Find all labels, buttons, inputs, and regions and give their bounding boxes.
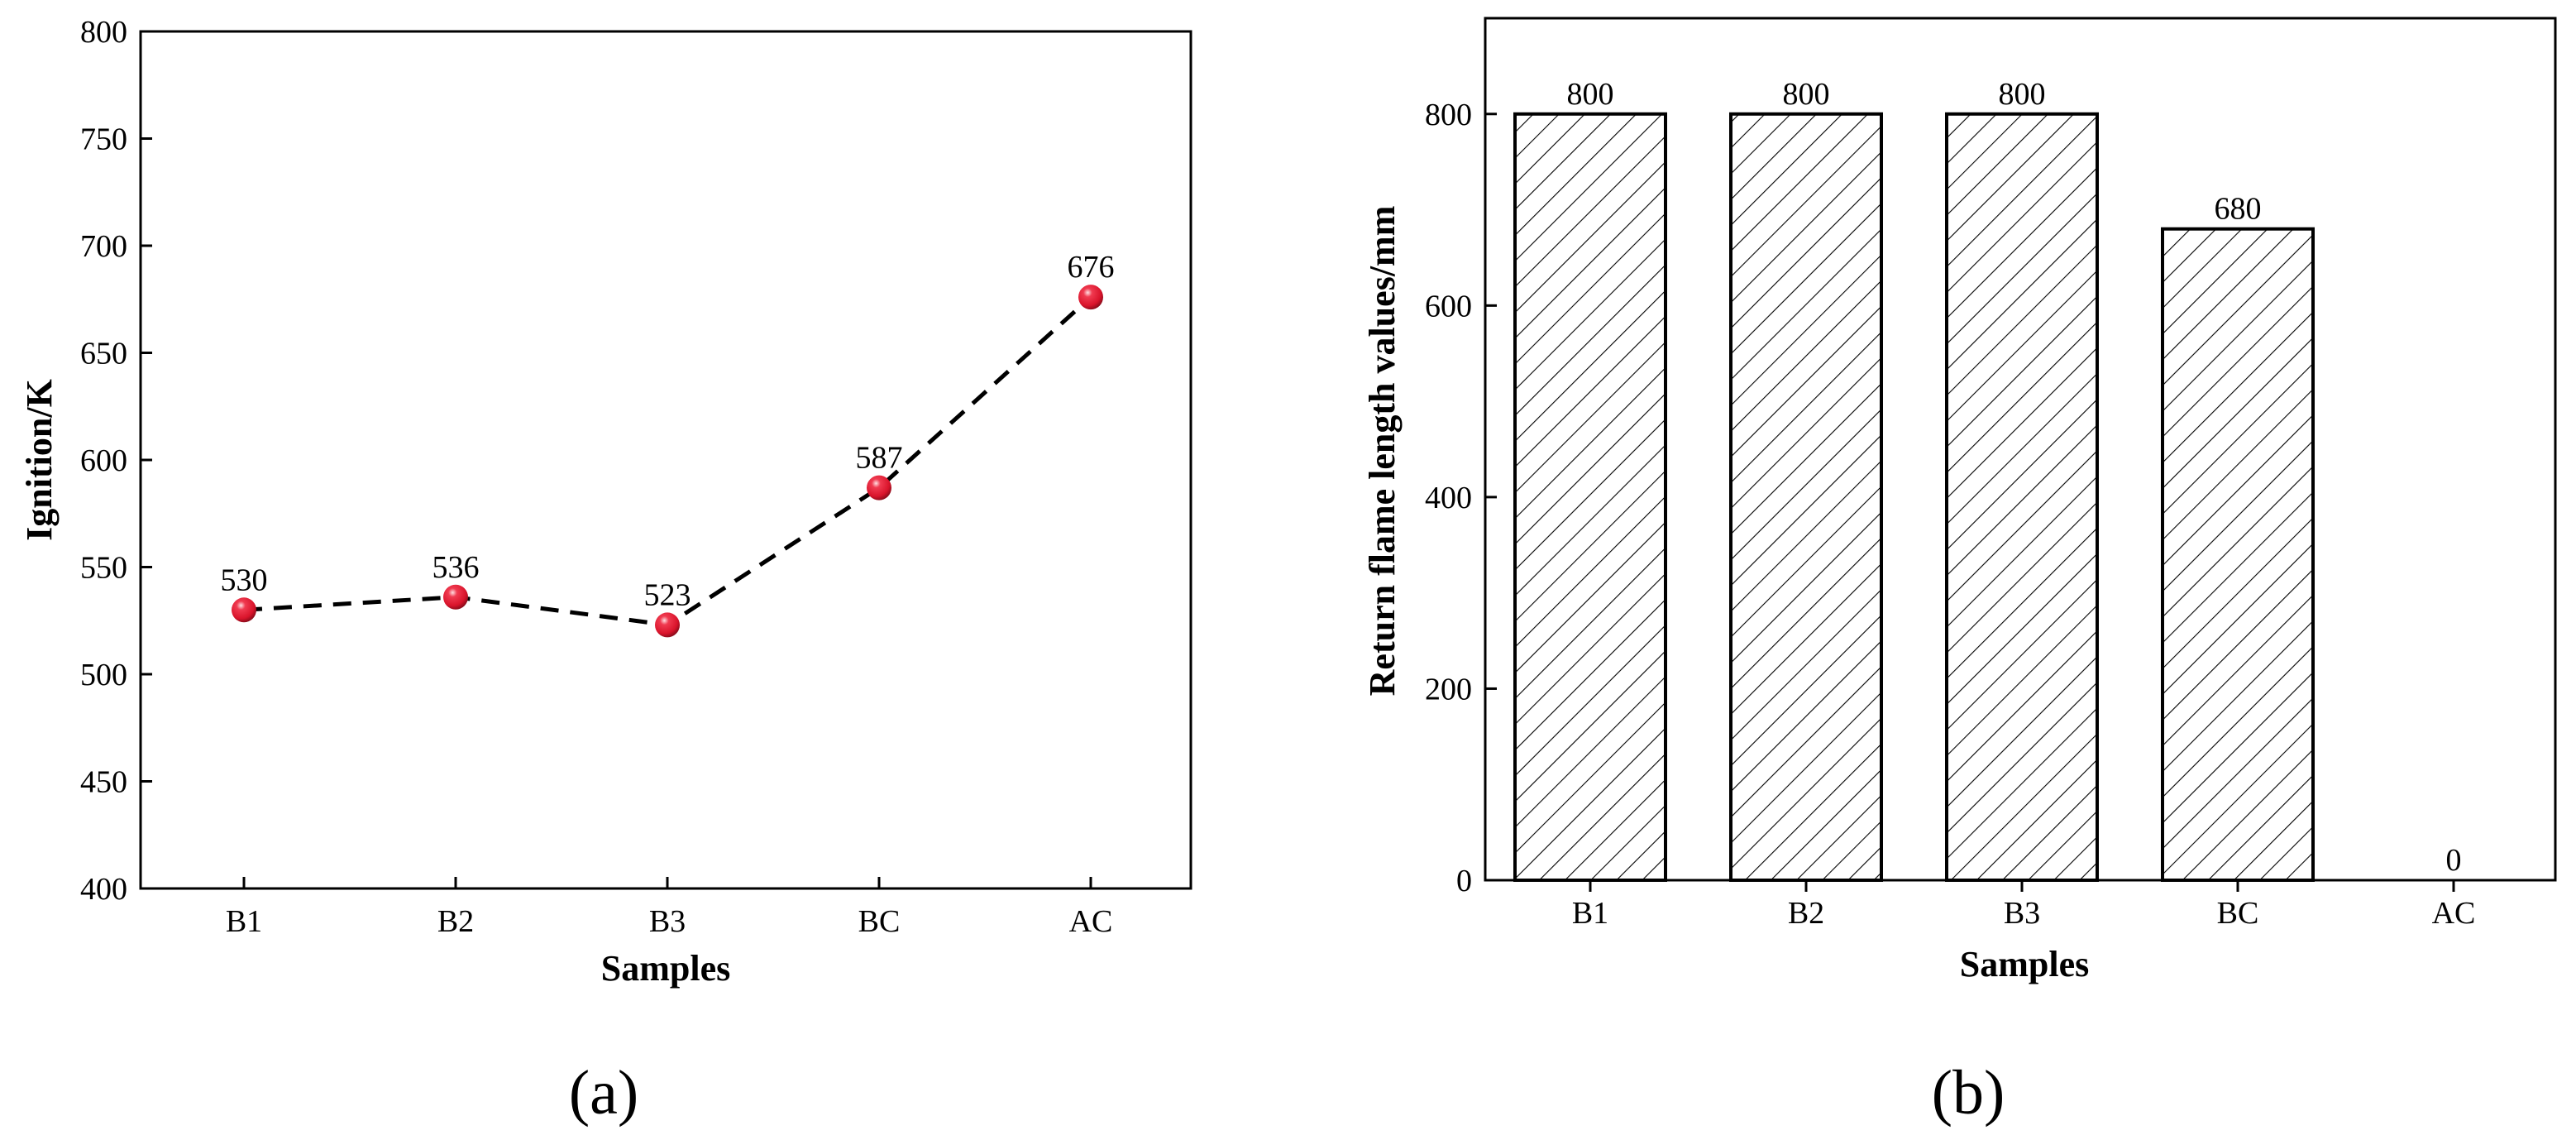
panel-a-x-tick-label: AC <box>1069 904 1113 939</box>
panel-a-x-tick-label: B2 <box>437 904 474 939</box>
panel-a-x-tick-label: B1 <box>226 904 262 939</box>
panel-a-y-tick-label: 550 <box>80 551 127 586</box>
panel-b-y-tick-label: 800 <box>1425 98 1472 132</box>
panel-b-y-tick-label: 400 <box>1425 481 1472 515</box>
panel-b-data-label: 800 <box>1999 77 2046 112</box>
panel-b-bar <box>1945 112 2099 882</box>
panel-a-label: (a) <box>569 1058 638 1128</box>
panel-a-ignition-chart: 400 450 500 550 600 650 700 750 800 B1 B2 B3 BC AC 5… <box>19 15 1192 1128</box>
panel-b-x-tick-label: B2 <box>1788 896 1824 931</box>
panel-a-y-tick-label: 450 <box>80 765 127 800</box>
panel-a-x-axis-title: Samples <box>601 948 730 989</box>
panel-b-data-label: 800 <box>1783 77 1830 112</box>
panel-b-x-tick-label: B1 <box>1572 896 1608 931</box>
panel-b-x-axis: B1 B2 B3 BC AC <box>1572 880 2476 931</box>
panel-a-data-point <box>232 597 256 623</box>
panel-b-label: (b) <box>1932 1058 2005 1128</box>
panel-a-y-tick-label: 650 <box>80 337 127 371</box>
panel-a-data-label: 523 <box>644 577 691 612</box>
panel-b-bar <box>1729 112 1883 882</box>
panel-b-y-tick-label: 600 <box>1425 289 1472 323</box>
panel-a-y-axis-title: Ignition/K <box>19 379 60 541</box>
panel-b-data-label: 800 <box>1567 77 1614 112</box>
panel-b-y-tick-label: 0 <box>1456 864 1472 898</box>
panel-b-x-axis-title: Samples <box>1960 944 2089 984</box>
panel-b-data-label: 680 <box>2215 192 2262 227</box>
panel-b-x-tick-label: B3 <box>2004 896 2040 931</box>
panel-b-x-tick-label: AC <box>2432 896 2476 931</box>
panel-b-y-axis: 0 200 400 600 800 <box>1425 98 1497 898</box>
panel-a-data-label: 530 <box>221 563 268 597</box>
panel-a-plot-frame <box>139 30 1192 890</box>
panel-a-data-point <box>655 612 680 638</box>
panel-a-y-tick-label: 800 <box>80 15 127 50</box>
panel-a-y-tick-label: 750 <box>80 122 127 157</box>
panel-a-x-tick-label: BC <box>858 904 901 939</box>
panel-a-data-label: 536 <box>433 550 480 585</box>
panel-a-y-axis: 400 450 500 550 600 650 700 750 800 <box>80 15 152 907</box>
panel-a-data-point <box>867 475 891 500</box>
panel-b-return-flame-chart: 0 200 400 600 800 B1 B2 B3 BC AC 800 800 800 680 0 S… <box>1362 17 2557 1128</box>
panel-a-series: 530 536 523 587 676 <box>221 250 1115 638</box>
panel-a-data-label: 587 <box>856 441 903 476</box>
panel-a-y-tick-label: 700 <box>80 229 127 264</box>
panel-b-y-tick-label: 200 <box>1425 672 1472 706</box>
panel-a-y-tick-label: 400 <box>80 872 127 907</box>
panel-a-x-axis: B1 B2 B3 BC AC <box>226 877 1113 939</box>
panel-b-bar <box>1513 112 1667 882</box>
panel-b-x-tick-label: BC <box>2217 896 2259 931</box>
panel-a-y-tick-label: 600 <box>80 443 127 478</box>
panel-a-data-point <box>443 584 468 610</box>
panel-a-x-tick-label: B3 <box>649 904 686 939</box>
panel-b-bar <box>2161 227 2315 882</box>
panel-a-series-line <box>243 295 1092 628</box>
panel-a-data-point <box>1078 285 1103 310</box>
panel-a-y-tick-label: 500 <box>80 658 127 692</box>
panel-b-bars: 800 800 800 680 0 <box>1513 77 2462 882</box>
panel-b-data-label: 0 <box>2446 843 2462 878</box>
panel-b-y-axis-title: Return flame length values/mm <box>1362 206 1403 697</box>
panel-a-data-label: 676 <box>1068 250 1115 285</box>
